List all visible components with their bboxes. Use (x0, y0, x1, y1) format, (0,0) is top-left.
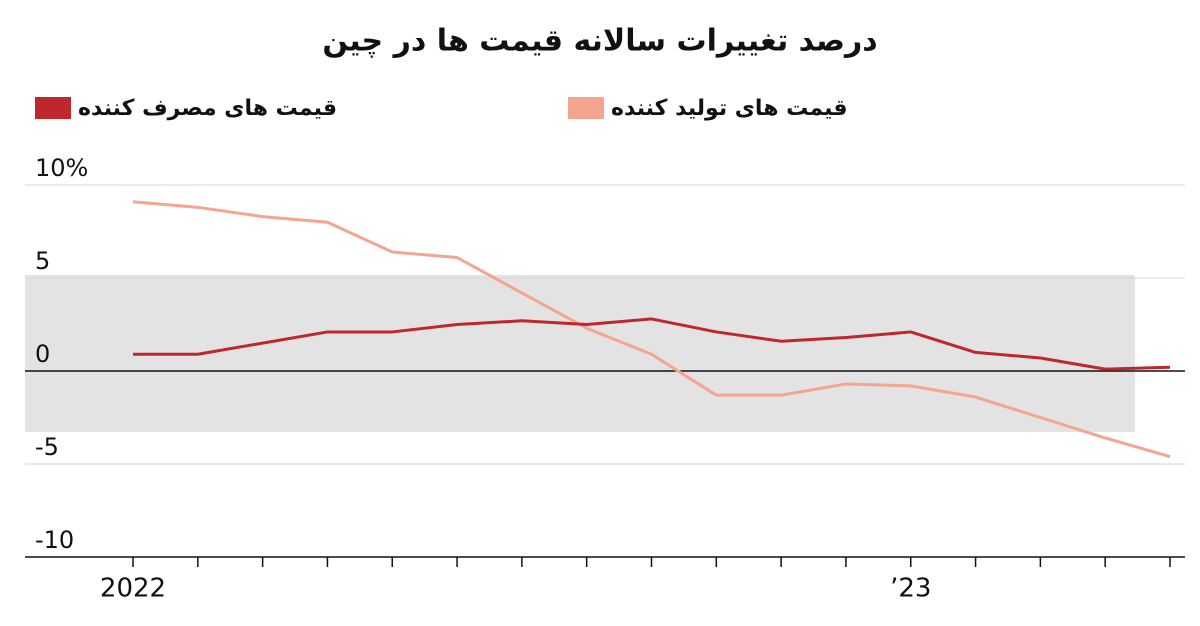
legend-swatch (35, 97, 71, 119)
x-tick-label: 2022 (100, 574, 166, 604)
legend-label: قیمت های تولید کننده (611, 96, 848, 121)
data-line (133, 317, 1171, 371)
y-tick-label: 0 (35, 340, 50, 368)
legend-label: قیمت های مصرف کننده (78, 96, 337, 121)
data-line (132, 200, 1171, 459)
chart-title: درصد تغییرات سالانه قیمت ها در چین (322, 24, 877, 59)
legend-swatch (568, 97, 604, 119)
x-tick-label: ’23 (890, 574, 931, 604)
y-tick-label: -10 (35, 526, 74, 554)
y-tick-label: -5 (35, 433, 59, 461)
y-tick-label: 5 (35, 247, 50, 275)
y-tick-label: 10% (35, 154, 88, 182)
